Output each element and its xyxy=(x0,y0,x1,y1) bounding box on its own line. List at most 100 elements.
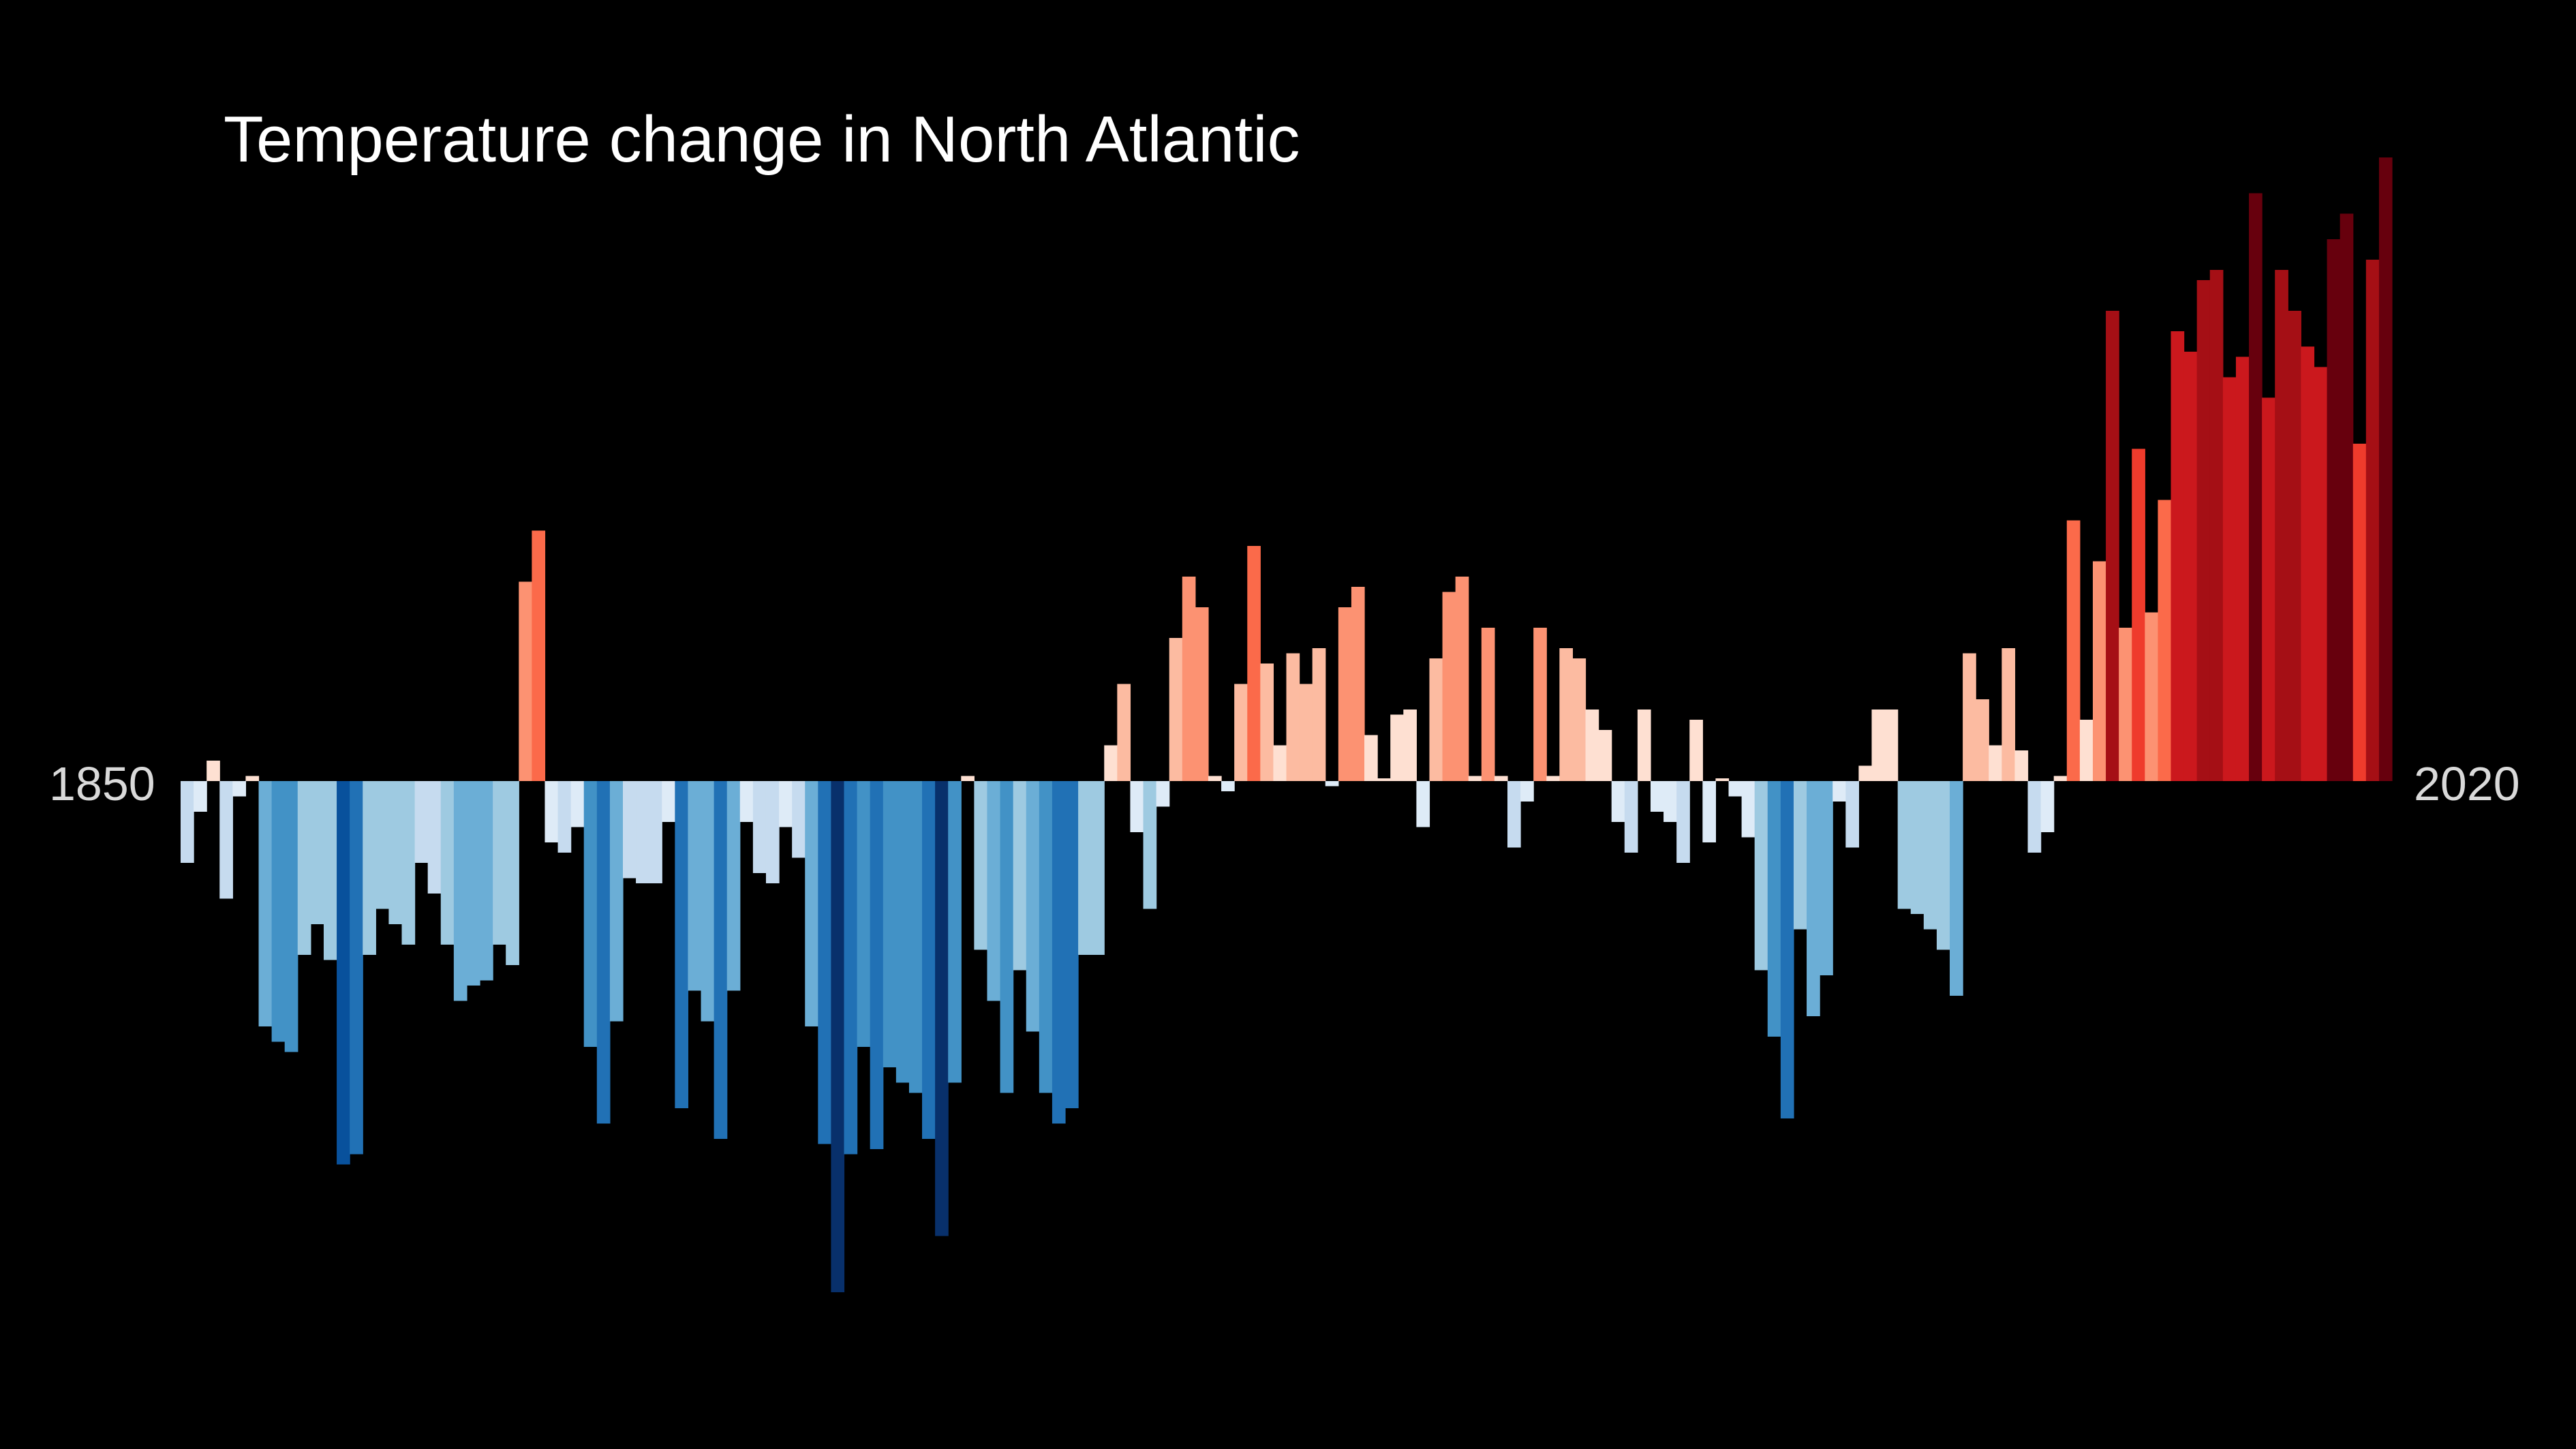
bar-76 xyxy=(1169,638,1183,781)
bar-101 xyxy=(1494,776,1508,781)
bar-162 xyxy=(2288,311,2301,781)
bar-81 xyxy=(1234,684,1248,781)
bar-63 xyxy=(1000,781,1014,1093)
bar-108 xyxy=(1585,710,1599,781)
bar-144 xyxy=(2053,776,2068,781)
chart-title: Temperature change in North Atlantic xyxy=(224,103,1300,176)
bar-66 xyxy=(1039,781,1053,1093)
bar-111 xyxy=(1624,781,1638,853)
bar-35 xyxy=(636,781,649,883)
bar-21 xyxy=(453,781,467,1001)
bar-3 xyxy=(219,781,233,899)
bar-25 xyxy=(506,781,519,965)
bar-23 xyxy=(480,781,493,981)
bar-71 xyxy=(1104,745,1118,781)
bar-163 xyxy=(2301,346,2315,781)
bar-46 xyxy=(779,781,793,827)
bar-33 xyxy=(609,781,624,1022)
bar-110 xyxy=(1611,781,1625,822)
bar-59 xyxy=(948,781,962,1083)
bar-34 xyxy=(623,781,637,879)
bar-124 xyxy=(1793,781,1807,930)
bar-129 xyxy=(1858,765,1873,781)
bar-120 xyxy=(1741,781,1755,838)
bar-139 xyxy=(1989,745,2002,781)
bar-43 xyxy=(739,781,754,822)
bar-62 xyxy=(987,781,1001,1001)
bar-26 xyxy=(519,581,532,781)
bar-165 xyxy=(2327,239,2341,781)
bar-107 xyxy=(1572,658,1586,781)
bar-167 xyxy=(2352,444,2367,781)
bar-157 xyxy=(2222,377,2237,781)
bar-80 xyxy=(1221,781,1235,791)
bar-75 xyxy=(1156,781,1170,807)
bar-119 xyxy=(1728,781,1743,797)
bar-151 xyxy=(2145,612,2159,781)
bar-121 xyxy=(1754,781,1768,971)
bar-42 xyxy=(726,781,741,991)
bar-20 xyxy=(440,781,455,945)
bar-149 xyxy=(2119,628,2132,781)
bar-118 xyxy=(1715,778,1730,781)
bar-164 xyxy=(2314,367,2328,781)
bar-97 xyxy=(1442,592,1456,781)
bar-166 xyxy=(2340,213,2354,781)
bar-22 xyxy=(466,781,480,986)
bar-12 xyxy=(337,781,350,1165)
bar-70 xyxy=(1091,781,1105,955)
bar-135 xyxy=(1936,781,1950,950)
end-year-label: 2020 xyxy=(2414,757,2520,810)
bar-141 xyxy=(2014,750,2029,781)
bar-19 xyxy=(427,781,442,894)
bar-14 xyxy=(363,781,376,955)
bar-5 xyxy=(245,776,260,781)
bar-140 xyxy=(2002,648,2016,781)
bar-27 xyxy=(532,530,546,781)
bar-89 xyxy=(1338,607,1352,781)
bar-50 xyxy=(831,781,845,1292)
bar-49 xyxy=(818,781,832,1144)
bar-145 xyxy=(2066,520,2081,781)
bar-36 xyxy=(649,781,662,883)
bar-158 xyxy=(2235,356,2250,781)
bar-152 xyxy=(2158,500,2172,781)
bar-130 xyxy=(1871,710,1886,781)
bar-138 xyxy=(1976,699,1989,781)
bar-24 xyxy=(493,781,506,945)
bar-38 xyxy=(675,781,689,1108)
bar-60 xyxy=(961,776,975,781)
bar-55 xyxy=(895,781,910,1083)
bar-136 xyxy=(1950,781,1963,996)
bar-126 xyxy=(1820,781,1833,975)
bar-137 xyxy=(1963,653,1976,781)
bar-122 xyxy=(1767,781,1781,1037)
bar-69 xyxy=(1078,781,1092,955)
bar-4 xyxy=(232,781,247,797)
bar-41 xyxy=(714,781,728,1139)
bar-117 xyxy=(1702,781,1717,842)
bar-31 xyxy=(583,781,598,1047)
bar-160 xyxy=(2262,397,2275,781)
bar-133 xyxy=(1910,781,1925,914)
bar-87 xyxy=(1312,648,1326,781)
bar-39 xyxy=(688,781,702,991)
bar-90 xyxy=(1351,587,1365,781)
bar-48 xyxy=(805,781,818,1026)
bar-113 xyxy=(1650,781,1664,812)
bar-142 xyxy=(2027,781,2042,853)
bar-146 xyxy=(2079,720,2094,781)
bar-95 xyxy=(1416,781,1430,827)
bar-11 xyxy=(323,781,337,960)
bar-10 xyxy=(310,781,324,924)
bar-44 xyxy=(752,781,767,873)
bar-106 xyxy=(1559,648,1574,781)
bar-65 xyxy=(1026,781,1040,1032)
bar-6 xyxy=(258,781,273,1026)
bar-68 xyxy=(1065,781,1079,1108)
bar-17 xyxy=(401,781,416,945)
start-year-label: 1850 xyxy=(49,757,155,810)
bar-102 xyxy=(1507,781,1521,848)
bar-0 xyxy=(181,781,194,863)
bar-47 xyxy=(792,781,806,858)
